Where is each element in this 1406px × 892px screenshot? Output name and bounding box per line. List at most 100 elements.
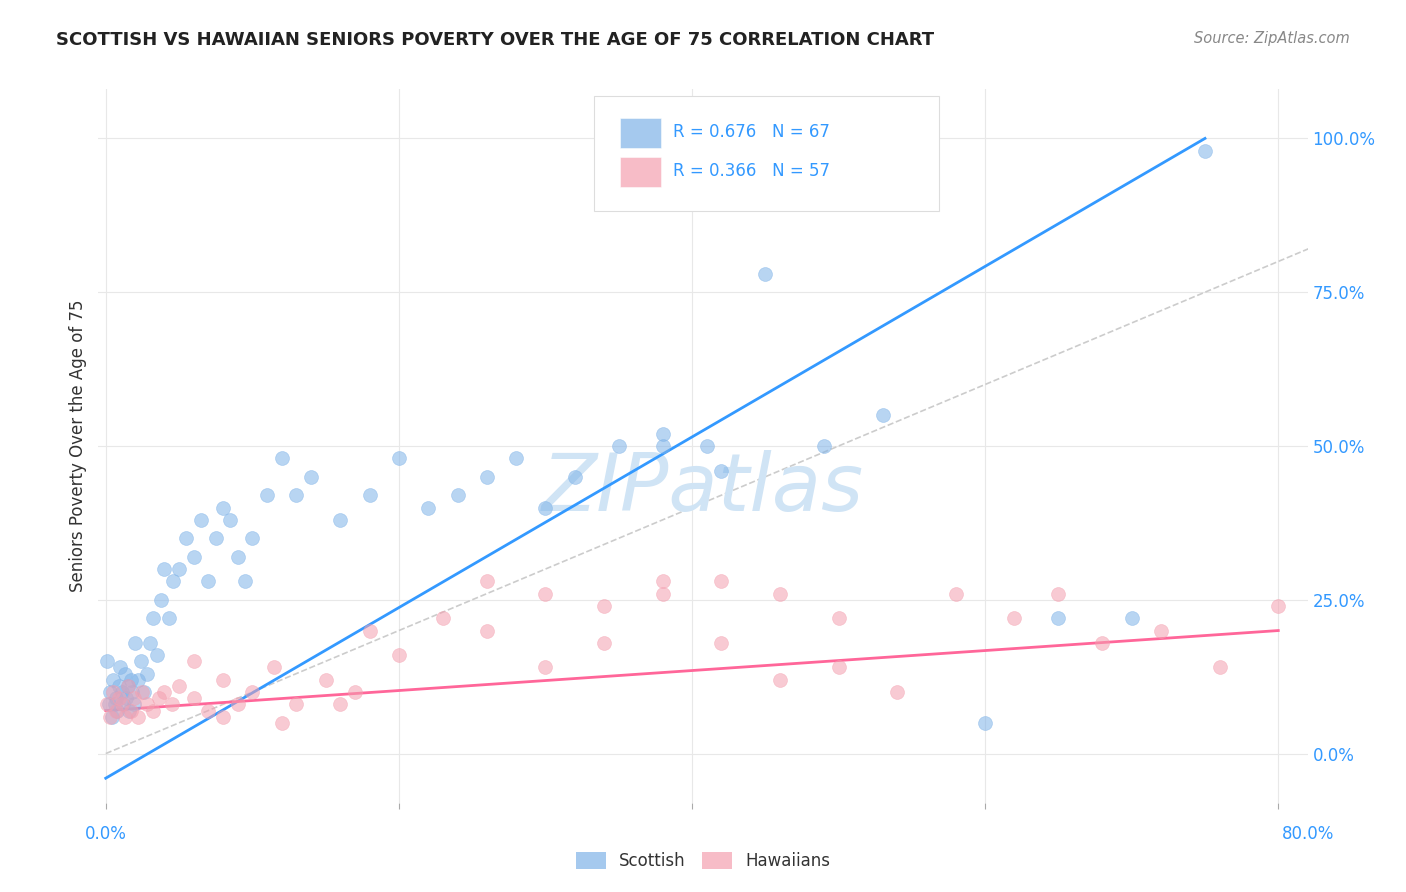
Point xyxy=(138,636,160,650)
Point xyxy=(299,469,322,483)
Point xyxy=(256,488,278,502)
Point xyxy=(270,715,292,730)
Point xyxy=(121,685,143,699)
Point xyxy=(127,709,149,723)
Point xyxy=(754,267,776,281)
Point xyxy=(432,611,454,625)
Point xyxy=(1194,144,1216,158)
Point xyxy=(127,673,149,687)
Point xyxy=(146,648,169,662)
Point xyxy=(212,673,235,687)
Point xyxy=(945,587,967,601)
Point xyxy=(117,679,139,693)
Point xyxy=(103,698,125,712)
Point xyxy=(129,654,152,668)
Legend: Scottish, Hawaiians: Scottish, Hawaiians xyxy=(569,845,837,877)
Point xyxy=(240,685,263,699)
FancyBboxPatch shape xyxy=(620,118,661,148)
Point xyxy=(769,673,792,687)
Point xyxy=(827,611,849,625)
Point xyxy=(108,691,131,706)
Text: SCOTTISH VS HAWAIIAN SENIORS POVERTY OVER THE AGE OF 75 CORRELATION CHART: SCOTTISH VS HAWAIIAN SENIORS POVERTY OVE… xyxy=(56,31,935,49)
Point xyxy=(118,704,141,718)
Point xyxy=(359,624,381,638)
Point xyxy=(96,654,118,668)
Point xyxy=(710,464,733,478)
Point xyxy=(534,587,557,601)
Point xyxy=(107,704,129,718)
Point xyxy=(1091,636,1114,650)
Point xyxy=(96,698,118,712)
Point xyxy=(105,691,128,706)
Point xyxy=(1208,660,1230,674)
Point xyxy=(108,679,131,693)
Point xyxy=(98,685,121,699)
Y-axis label: Seniors Poverty Over the Age of 75: Seniors Poverty Over the Age of 75 xyxy=(69,300,87,592)
Point xyxy=(329,698,352,712)
Point xyxy=(534,660,557,674)
Point xyxy=(120,673,142,687)
Point xyxy=(162,574,184,589)
Point xyxy=(190,513,212,527)
Point xyxy=(1121,611,1143,625)
Point xyxy=(135,698,157,712)
Point xyxy=(183,549,205,564)
Point xyxy=(285,698,308,712)
Point xyxy=(593,599,616,613)
Point xyxy=(240,531,263,545)
Point xyxy=(593,636,616,650)
Point xyxy=(329,513,352,527)
Point xyxy=(388,451,411,466)
Point xyxy=(204,531,226,545)
Point xyxy=(233,574,256,589)
Point xyxy=(153,562,176,576)
Point xyxy=(111,698,134,712)
Point xyxy=(1267,599,1289,613)
Point xyxy=(117,679,139,693)
Point xyxy=(285,488,308,502)
Point xyxy=(120,704,142,718)
Point xyxy=(607,439,630,453)
Point xyxy=(142,611,165,625)
Point xyxy=(197,574,219,589)
Point xyxy=(475,624,498,638)
Point xyxy=(388,648,411,662)
Point xyxy=(110,660,132,674)
Point xyxy=(710,574,733,589)
Text: R = 0.676   N = 67: R = 0.676 N = 67 xyxy=(672,123,830,141)
Point xyxy=(1150,624,1173,638)
FancyBboxPatch shape xyxy=(595,96,939,211)
Point xyxy=(1047,611,1070,625)
Point xyxy=(475,574,498,589)
Point xyxy=(359,488,381,502)
Point xyxy=(315,673,337,687)
Point xyxy=(98,709,121,723)
Point xyxy=(111,685,134,699)
Point xyxy=(183,654,205,668)
Point xyxy=(534,500,557,515)
Point xyxy=(114,666,136,681)
Point xyxy=(183,691,205,706)
Point xyxy=(197,704,219,718)
Point xyxy=(827,660,849,674)
Point xyxy=(112,698,135,712)
Text: ZIPatlas: ZIPatlas xyxy=(541,450,865,528)
Point xyxy=(101,673,124,687)
Point xyxy=(122,691,145,706)
Point xyxy=(1047,587,1070,601)
Point xyxy=(131,685,153,699)
Point xyxy=(167,679,190,693)
Point xyxy=(212,500,235,515)
Point xyxy=(148,691,170,706)
Point xyxy=(446,488,468,502)
Point xyxy=(124,636,146,650)
Point xyxy=(651,574,673,589)
Point xyxy=(150,592,173,607)
Point xyxy=(263,660,285,674)
Point xyxy=(176,531,198,545)
Point xyxy=(886,685,908,699)
Point xyxy=(97,698,120,712)
Point xyxy=(114,709,136,723)
Point xyxy=(157,611,180,625)
Point xyxy=(219,513,242,527)
